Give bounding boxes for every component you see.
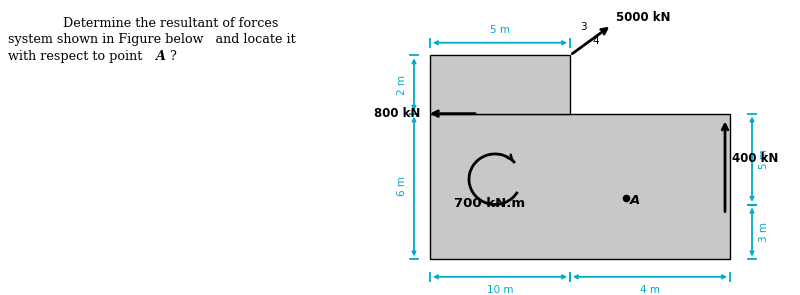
Text: 2 m: 2 m (397, 75, 407, 94)
Text: 5 m: 5 m (759, 149, 769, 169)
Text: 5 m: 5 m (490, 25, 510, 35)
Text: 5000 kN: 5000 kN (616, 11, 670, 24)
Text: A: A (156, 50, 166, 63)
Text: 6 m: 6 m (397, 176, 407, 196)
Bar (430, 114, 730, 259)
Text: with respect to point: with respect to point (8, 50, 146, 63)
Text: 4 m: 4 m (640, 285, 660, 295)
Text: system shown in Figure below   and locate it: system shown in Figure below and locate … (8, 33, 296, 46)
Text: 3: 3 (580, 22, 586, 32)
Text: 4: 4 (592, 36, 598, 46)
Text: 400 kN: 400 kN (732, 152, 778, 165)
Bar (430, 55, 570, 114)
Text: A: A (630, 194, 640, 206)
Text: Determine the resultant of forces: Determine the resultant of forces (63, 17, 278, 30)
Text: 700 kN.m: 700 kN.m (454, 197, 526, 210)
Text: 800 kN: 800 kN (374, 107, 420, 120)
Text: 10 m: 10 m (486, 285, 514, 295)
Text: 3 m: 3 m (759, 222, 769, 242)
Text: ?: ? (166, 50, 177, 63)
